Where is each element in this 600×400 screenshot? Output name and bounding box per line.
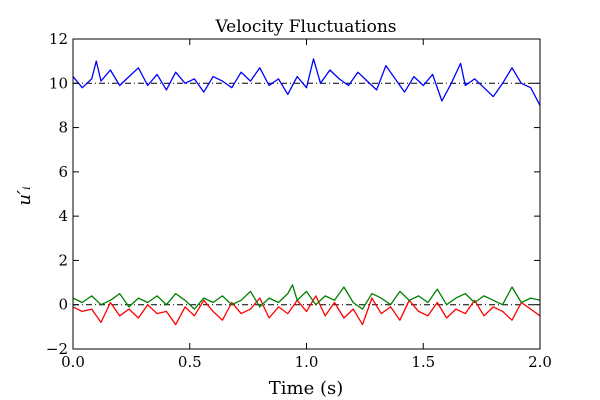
series-line-0 <box>72 58 541 106</box>
reference-lines <box>73 82 540 306</box>
x-tick-label: 0.5 <box>178 353 202 371</box>
x-axis-label: Time (s) <box>269 378 344 399</box>
series-line-1 <box>72 295 541 326</box>
y-tick-label: 12 <box>49 30 68 48</box>
y-tick-label: 8 <box>58 119 68 137</box>
y-tick-label: 10 <box>49 74 68 92</box>
series-line-2 <box>72 284 541 310</box>
y-tick-label: 2 <box>58 251 68 269</box>
x-tick-label: 2.0 <box>528 353 552 371</box>
chart-title: Velocity Fluctuations <box>214 17 396 37</box>
y-tick-label: −2 <box>46 340 68 358</box>
x-tick-label: 1.0 <box>295 353 319 371</box>
y-axis-label: u′ᵢ <box>14 186 35 206</box>
series-layer <box>72 58 541 326</box>
y-tick-label: 6 <box>58 163 68 181</box>
y-axis: −2 0 2 4 6 8 10 12 <box>46 30 540 358</box>
x-axis: 0.0 0.5 1.0 1.5 2.0 <box>61 39 552 371</box>
y-tick-label: 0 <box>58 296 68 314</box>
x-tick-label: 0.0 <box>61 353 85 371</box>
y-tick-label: 4 <box>58 207 68 225</box>
x-tick-label: 1.5 <box>411 353 435 371</box>
